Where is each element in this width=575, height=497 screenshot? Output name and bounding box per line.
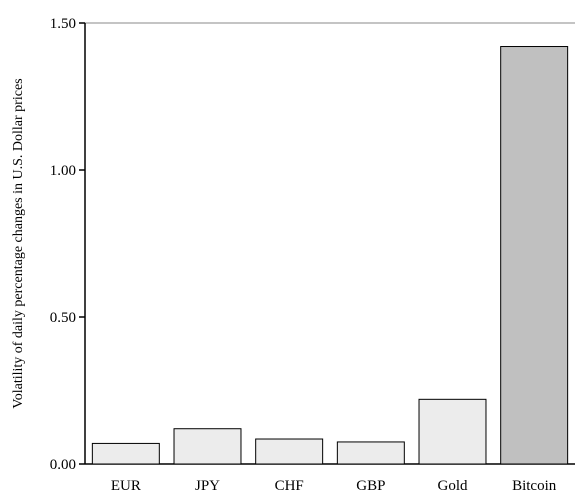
bar-jpy [173,428,242,465]
y-axis-ticks: 0.00 0.50 1.00 1.50 [50,16,85,473]
x-axis-category-labels: EUR JPY CHF GBP Gold Bitcoin [111,478,557,494]
x-category-label-chf: CHF [275,478,304,494]
bars [91,46,569,465]
bar-bitcoin [500,46,569,465]
bar-chf [255,438,324,465]
x-category-label-gold: Gold [438,478,469,494]
plot-frame [84,22,575,465]
bar-gold [418,398,487,465]
y-tick-label: 1.50 [50,16,76,32]
x-category-label-eur: EUR [111,478,141,494]
bar-gbp [336,441,405,465]
y-axis-label: Volatility of daily percentage changes i… [11,78,26,408]
x-category-label-gbp: GBP [356,478,385,494]
x-category-label-jpy: JPY [195,478,220,494]
y-tick-label: 0.50 [50,310,76,326]
y-tick-label: 0.00 [50,457,76,473]
x-category-label-bitcoin: Bitcoin [512,478,557,494]
bar-eur [91,442,160,465]
y-tick-label: 1.00 [50,163,76,179]
